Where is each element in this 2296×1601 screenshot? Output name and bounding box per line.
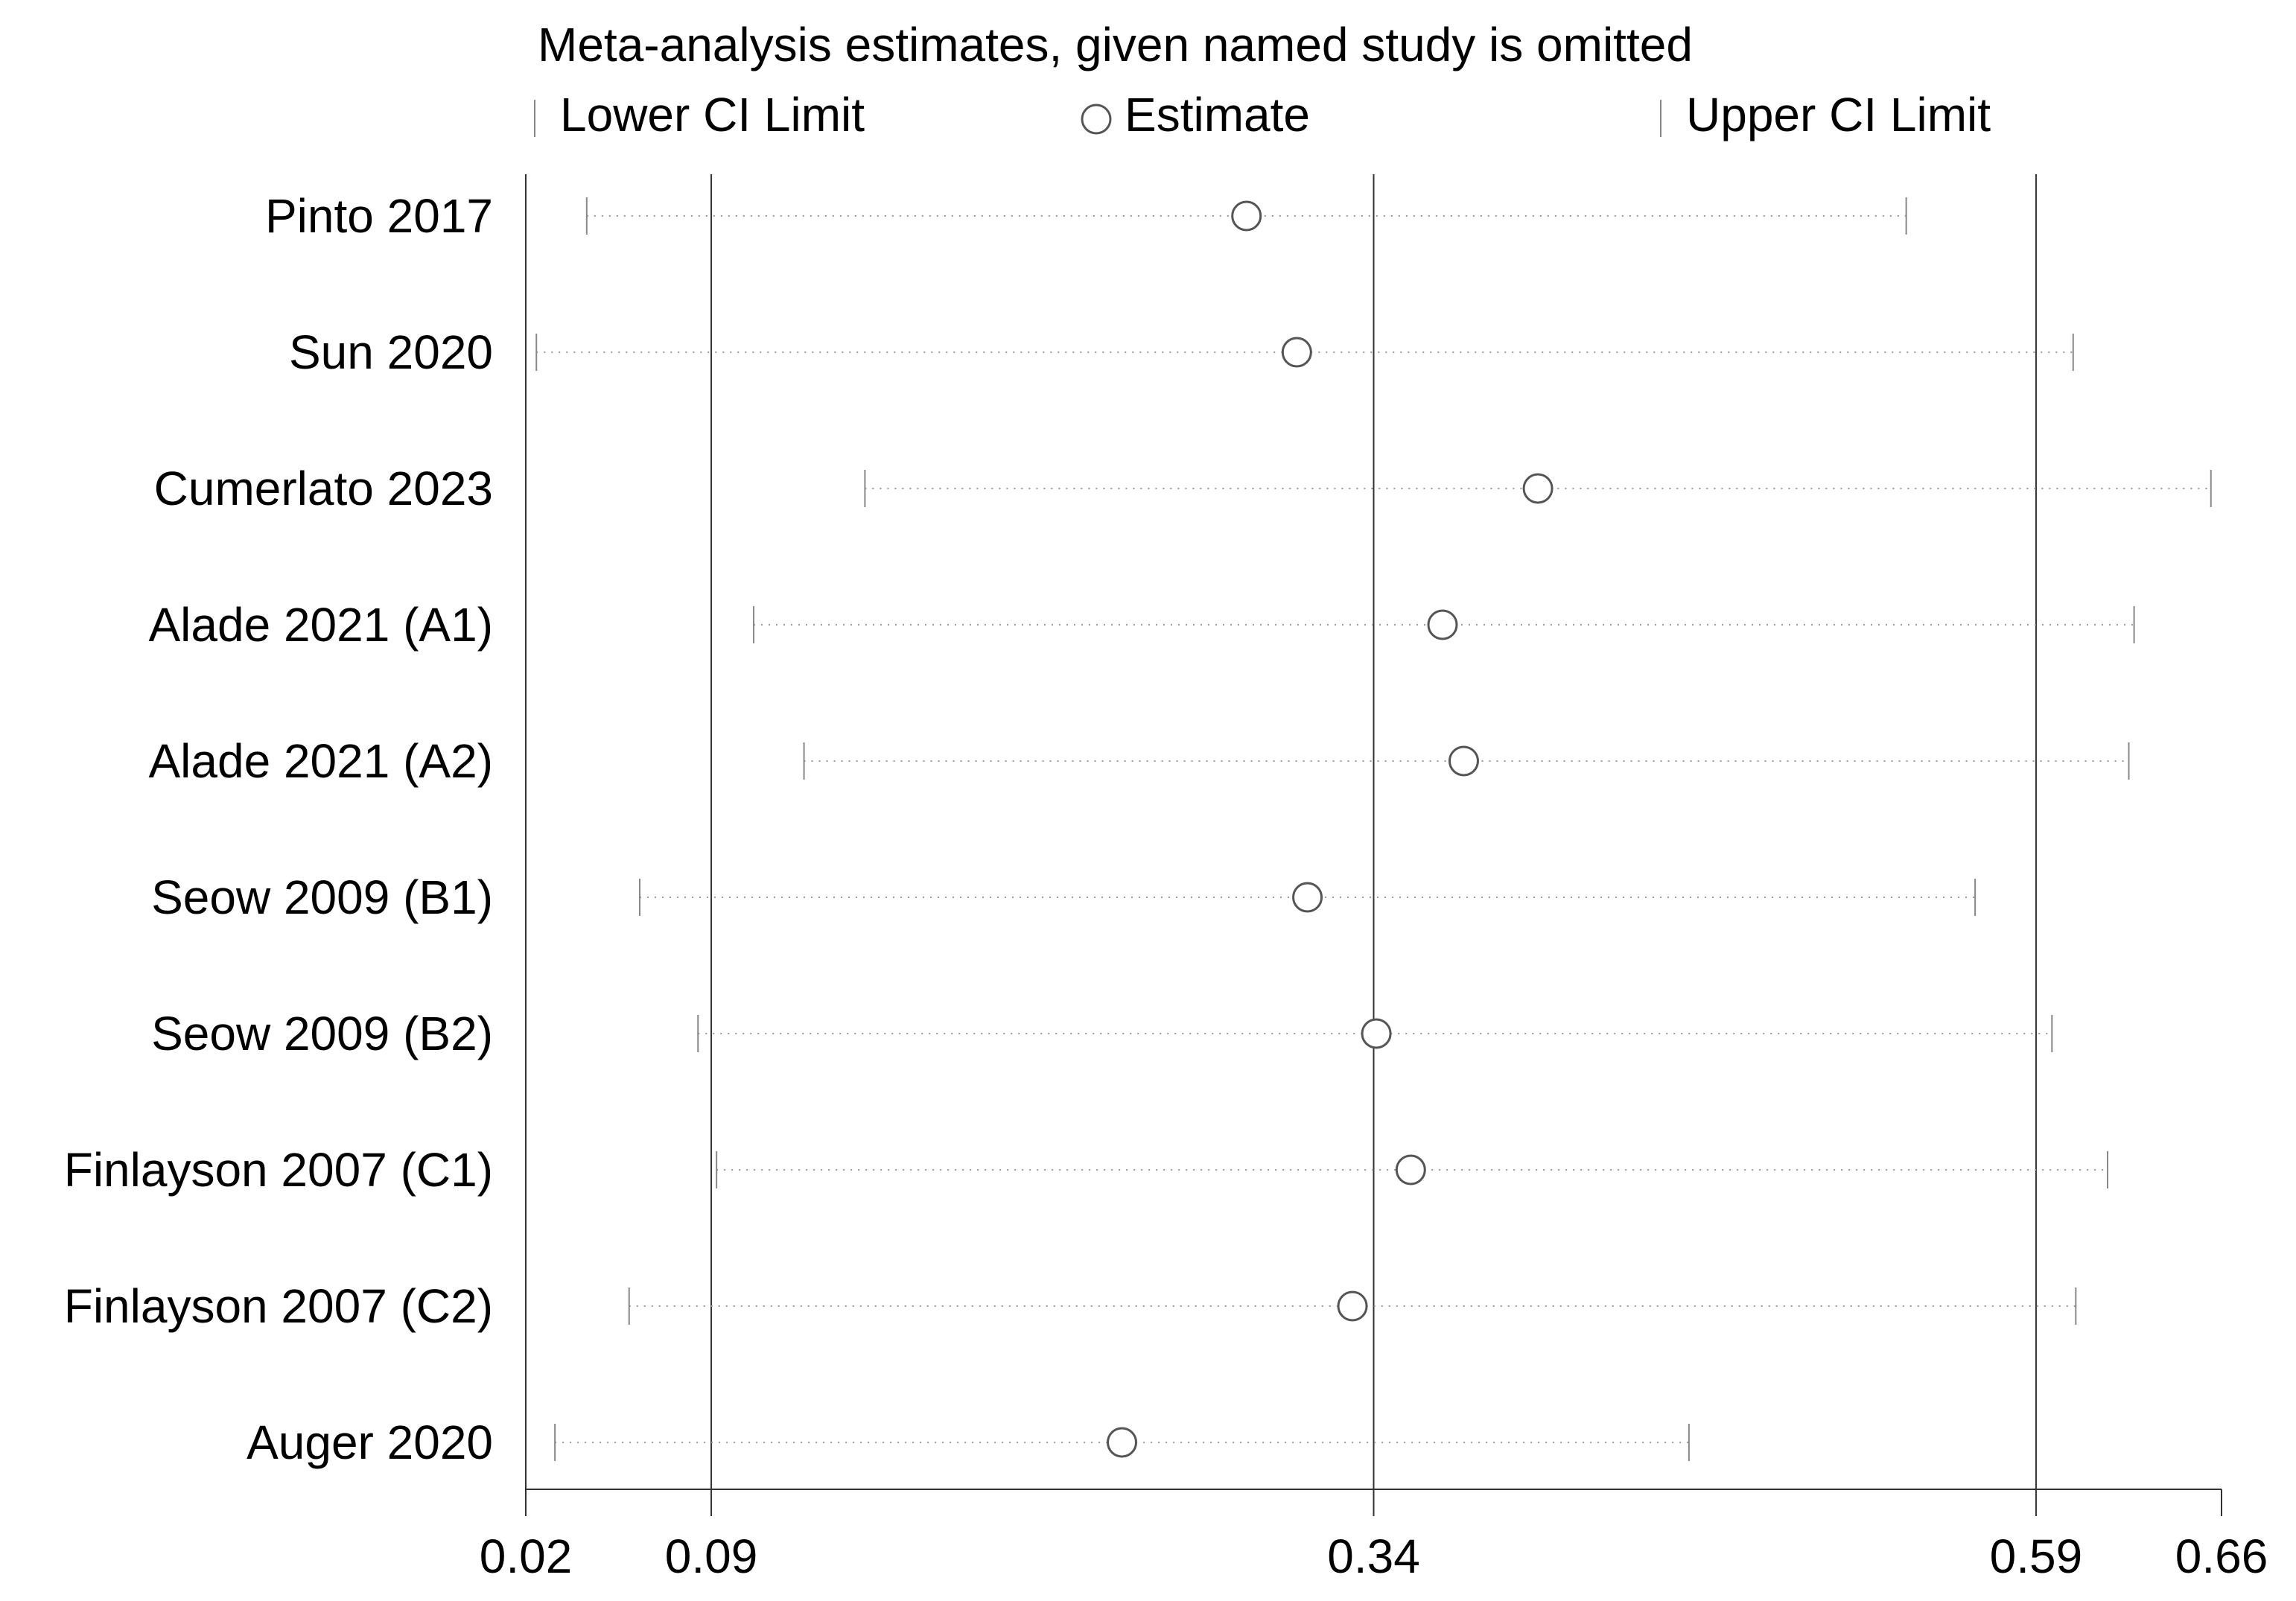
x-tick-label: 0.59 (1990, 1530, 2083, 1583)
estimate-marker (1231, 200, 1262, 232)
legend-estimate-label: Estimate (1125, 88, 1310, 141)
study-label: Finlayson 2007 (C2) (64, 1279, 493, 1333)
x-tick-label: 0.34 (1327, 1530, 1420, 1583)
x-tick-label: 0.09 (665, 1530, 758, 1583)
study-label: Finlayson 2007 (C1) (64, 1143, 493, 1197)
legend: Lower CI Limit Estimate Upper CI Limit (534, 88, 1991, 141)
estimate-marker (1361, 1018, 1392, 1049)
estimate-marker (1107, 1427, 1138, 1458)
study-row: Auger 2020 (247, 1416, 1690, 1469)
study-label: Cumerlato 2023 (154, 462, 493, 515)
study-label: Alade 2021 (A2) (148, 734, 493, 788)
estimate-marker (1427, 609, 1458, 640)
estimate-marker (1395, 1154, 1426, 1185)
study-rows: Pinto 2017 Sun 2020 Cumerlato 2023 Alade 20… (64, 189, 2212, 1469)
study-row: Finlayson 2007 (C1) (64, 1143, 2109, 1197)
study-label: Seow 2009 (B2) (151, 1007, 493, 1060)
chart-title: Meta-analysis estimates, given named stu… (538, 18, 1693, 71)
study-row: Seow 2009 (B1) (151, 870, 1977, 924)
study-row: Cumerlato 2023 (154, 462, 2212, 515)
estimate-marker (1337, 1290, 1368, 1322)
x-tick-label: 0.66 (2175, 1530, 2268, 1583)
study-label: Auger 2020 (247, 1416, 493, 1469)
study-row: Alade 2021 (A1) (148, 598, 2135, 652)
study-row: Sun 2020 (289, 325, 2074, 379)
estimate-marker (1522, 473, 1554, 504)
study-row: Seow 2009 (B2) (151, 1007, 2053, 1060)
legend-upper-ci-label: Upper CI Limit (1686, 88, 1991, 141)
estimate-marker (1281, 337, 1312, 368)
x-tick-label: 0.02 (480, 1530, 573, 1583)
estimate-marker (1448, 745, 1479, 777)
study-row: Finlayson 2007 (C2) (64, 1279, 2077, 1333)
study-label: Seow 2009 (B1) (151, 870, 493, 924)
legend-lower-ci-label: Lower CI Limit (560, 88, 865, 141)
study-row: Alade 2021 (A2) (148, 734, 2130, 788)
study-row: Pinto 2017 (265, 189, 1907, 243)
study-label: Pinto 2017 (265, 189, 493, 243)
x-axis: 0.02 0.09 0.34 0.59 0.66 (480, 1489, 2268, 1583)
reference-lines (710, 174, 2037, 1489)
estimate-marker (1292, 882, 1323, 913)
legend-estimate-marker (1081, 104, 1112, 135)
study-label: Alade 2021 (A1) (148, 598, 493, 652)
study-label: Sun 2020 (289, 325, 493, 379)
